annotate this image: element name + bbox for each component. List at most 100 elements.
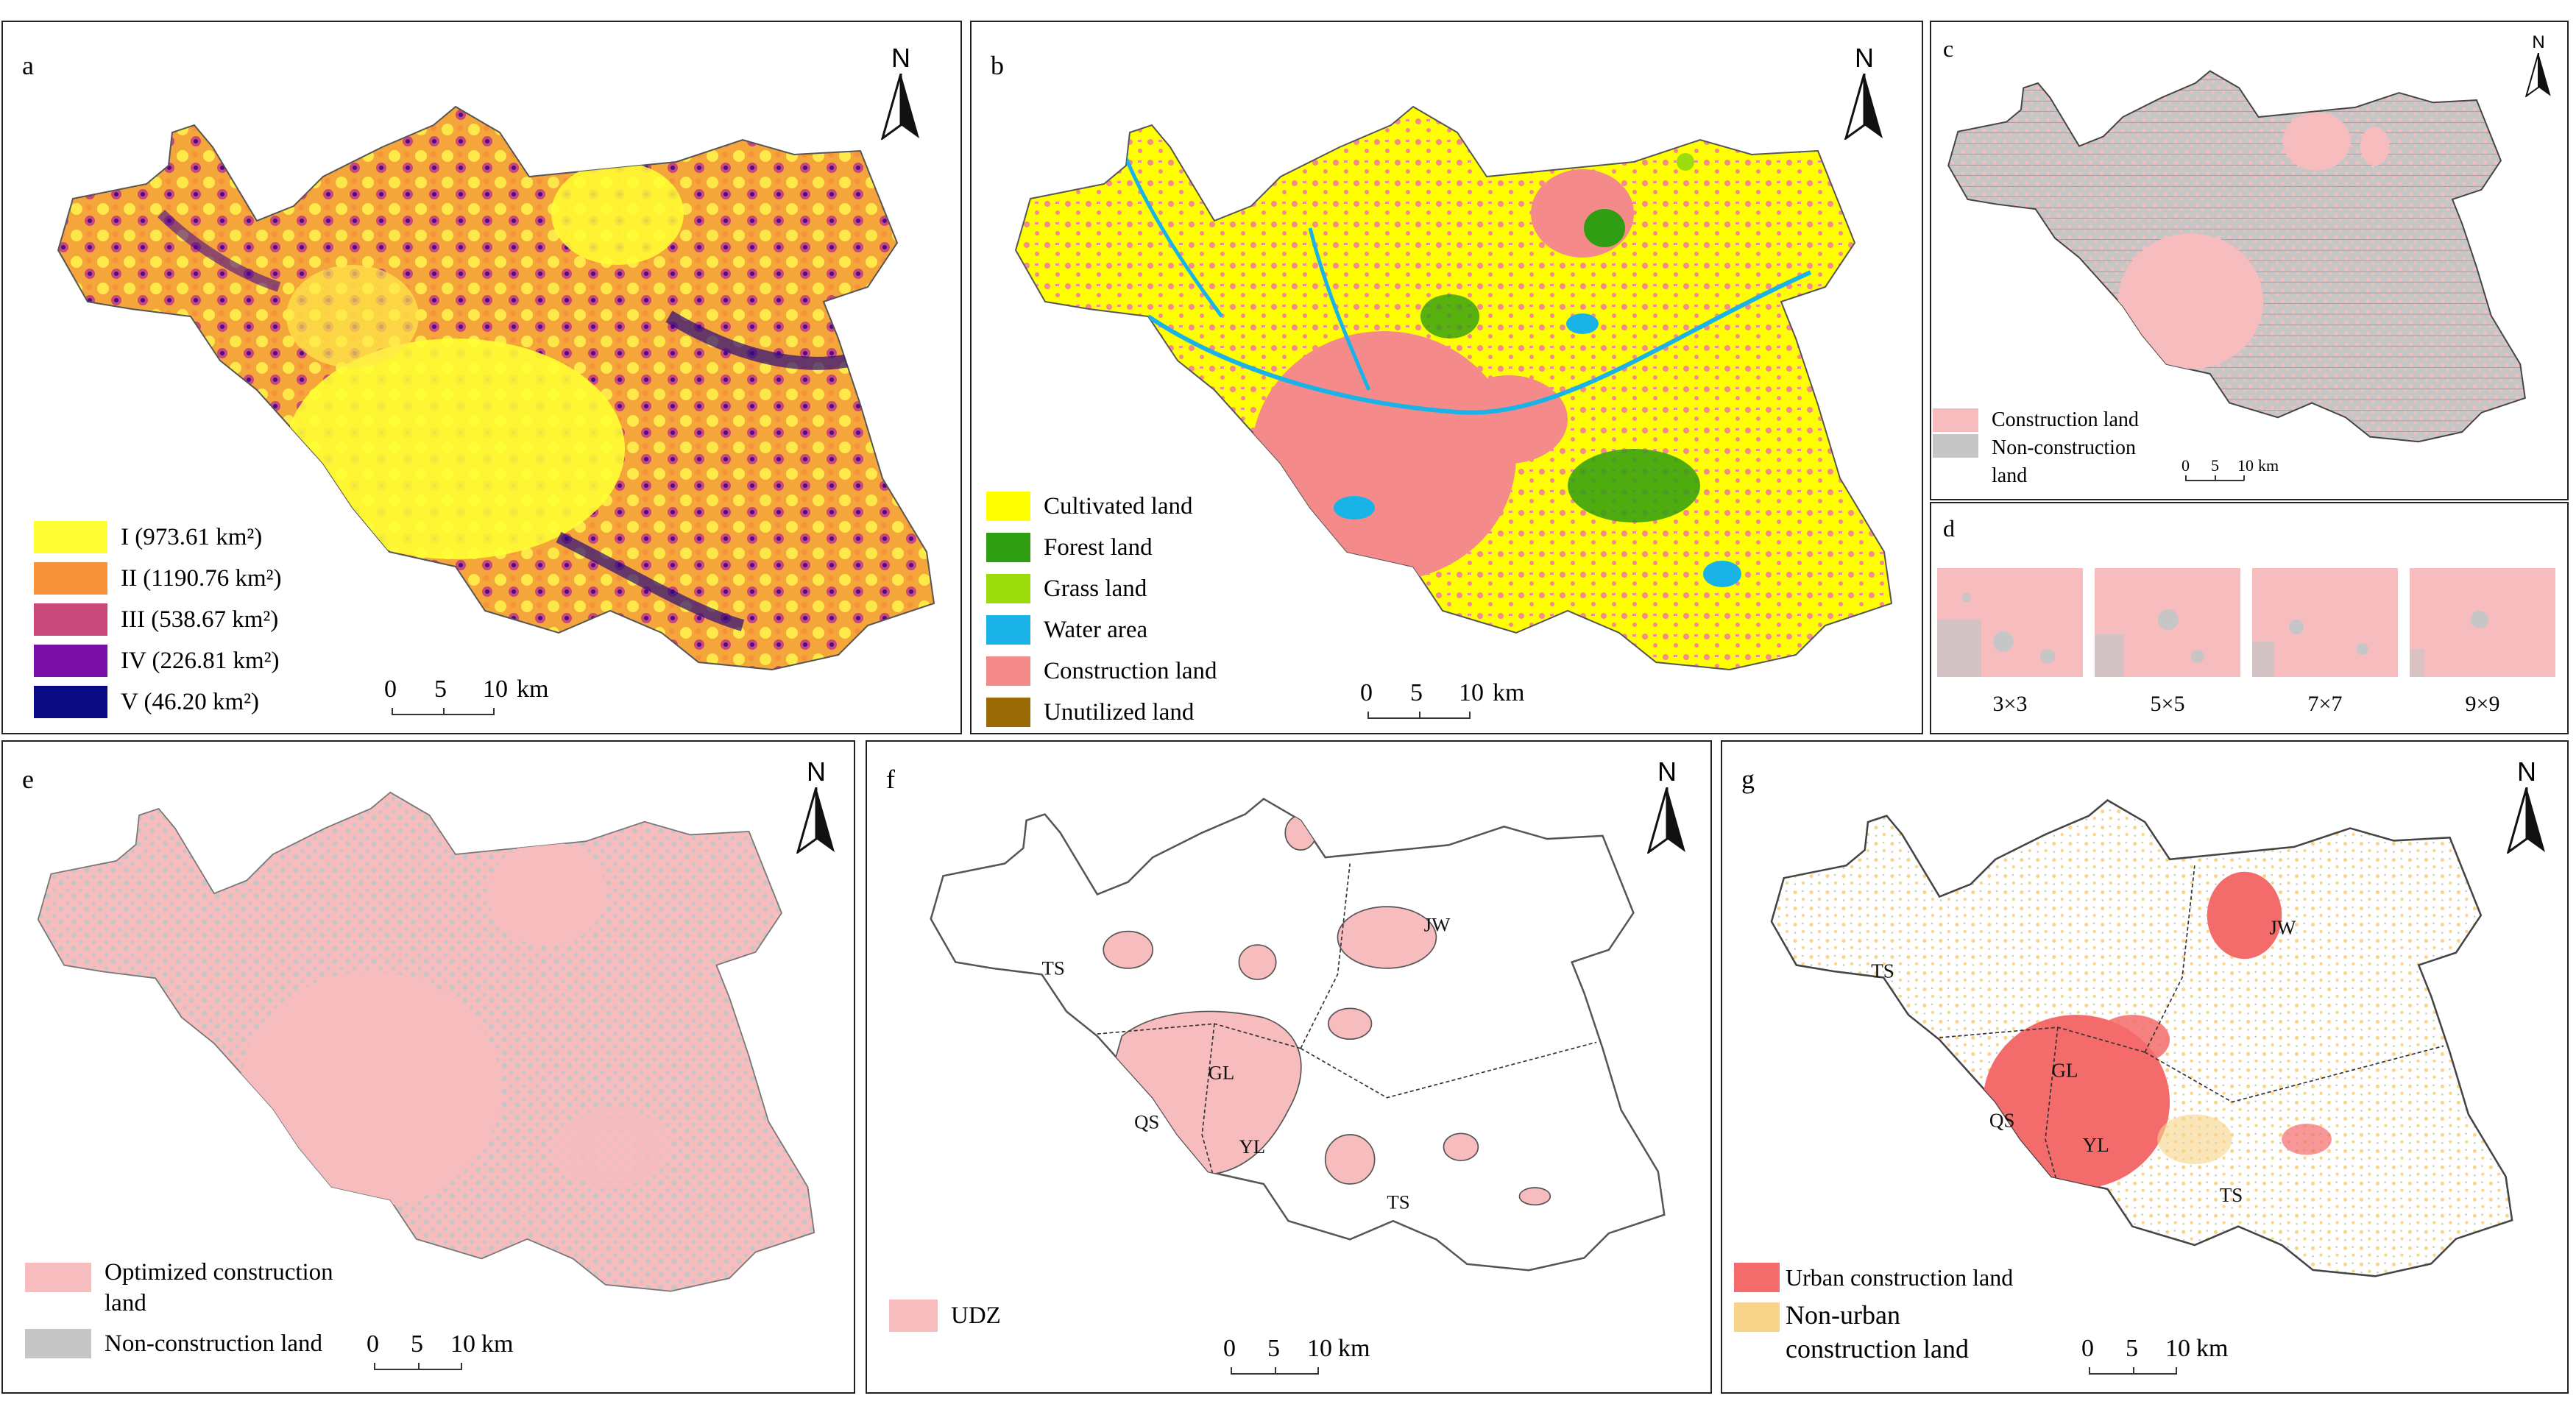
scale-tick-5: 5 — [434, 676, 447, 703]
north-label: N — [1657, 756, 1677, 787]
legend-item: I (973.61 km²) — [34, 517, 282, 558]
scale-unit: km — [481, 1330, 514, 1358]
legend-label: Non-urban construction land — [1786, 1300, 1969, 1364]
scale-tick-mark — [374, 1363, 375, 1370]
legend-item: Grass land — [986, 568, 1217, 609]
legend-label: I (973.61 km²) — [121, 523, 263, 550]
scale-tick-10: 10 — [450, 1330, 475, 1358]
legend-item: Cultivated land — [986, 486, 1217, 527]
scale-tick-5: 5 — [2211, 456, 2219, 475]
window-label: 9×9 — [2465, 692, 2500, 716]
window-label: 3×3 — [1992, 692, 2028, 716]
panel-f: f N TS JW GL QS — [866, 740, 1712, 1394]
scale-tick-5: 5 — [2126, 1335, 2138, 1362]
district-label: TS — [1387, 1191, 1409, 1213]
scale-bar: 0 5 10 km — [1360, 679, 1524, 733]
legend-label: V (46.20 km²) — [121, 688, 260, 715]
legend-label: Non-construction land — [105, 1330, 323, 1357]
udz-map: TS JW GL QS YL TS — [919, 764, 1677, 1308]
north-arrow: N — [875, 43, 927, 140]
district-label: QS — [1989, 1109, 2015, 1131]
legend-item: Unutilized land — [986, 692, 1217, 733]
district-label: TS — [1041, 957, 1064, 979]
panel-label: c — [1943, 35, 1954, 62]
scale-tick-10: 10 — [2165, 1335, 2190, 1362]
legend-swatch — [1933, 434, 1978, 458]
scale-tick-5: 5 — [411, 1330, 423, 1358]
legend-swatch — [1734, 1302, 1780, 1332]
legend-item: III (538.67 km²) — [34, 599, 282, 640]
north-label: N — [2517, 756, 2536, 787]
scale-tick-0: 0 — [1360, 679, 1373, 706]
scale-tick-5: 5 — [1410, 679, 1423, 706]
north-arrow-icon — [1844, 74, 1883, 140]
scale-tick-0: 0 — [1223, 1335, 1236, 1362]
window-label: 5×5 — [2150, 692, 2185, 716]
window-sample-3x3 — [1937, 568, 2083, 677]
scale-tick-0: 0 — [367, 1330, 379, 1358]
panel-label: b — [991, 51, 1004, 80]
legend-swatch — [34, 562, 107, 595]
legend-swatch — [34, 645, 107, 677]
scale-tick-mark — [1231, 1367, 1232, 1375]
legend-swatch — [1933, 408, 1978, 432]
panel-e: e N Optimized construction land Non-cons… — [1, 740, 855, 1394]
scale-tick-mark — [2243, 475, 2245, 481]
panel-label: g — [1741, 765, 1755, 794]
panel-label: e — [22, 765, 34, 794]
scale-tick-0: 0 — [384, 676, 397, 703]
north-arrow-icon — [880, 74, 919, 140]
legend-label: Unutilized land — [1044, 698, 1195, 726]
scale-tick-mark — [2185, 475, 2187, 481]
legend-label: Construction land — [1992, 408, 2139, 431]
scale-bar: 0 5 10 km — [1223, 1335, 1370, 1392]
district-label: TS — [1871, 960, 1894, 982]
scale-line — [2185, 480, 2244, 481]
scale-unit: km — [2258, 456, 2279, 475]
panel-label: f — [886, 765, 895, 794]
scale-tick-10: 10 — [1459, 679, 1484, 706]
north-arrow: N — [2520, 32, 2557, 128]
suitability-map — [43, 96, 949, 684]
scale-tick-mark — [2133, 1367, 2134, 1375]
north-arrow-icon — [2524, 53, 2551, 97]
legend-item: Forest land — [986, 527, 1217, 568]
land-use-map — [1001, 96, 1906, 684]
legend-label: Water area — [1044, 616, 1148, 643]
legend-swatch — [889, 1300, 938, 1332]
scale-tick-mark — [1419, 712, 1420, 719]
district-label: YL — [2083, 1134, 2109, 1156]
legend-swatch — [986, 492, 1030, 521]
panel-label: d — [1943, 515, 1955, 542]
scale-tick-0: 0 — [2081, 1335, 2094, 1362]
legend-item: Non-urban construction land — [1734, 1298, 2013, 1372]
legend-label: Grass land — [1044, 575, 1147, 602]
legend-swatch — [34, 521, 107, 553]
north-arrow: N — [1641, 756, 1693, 854]
scale-tick-5: 5 — [1267, 1335, 1280, 1362]
scale-tick-0: 0 — [2182, 456, 2190, 475]
legend-f: UDZ — [889, 1295, 1001, 1336]
district-label: JW — [1424, 914, 1451, 936]
panel-label: a — [22, 51, 34, 80]
legend-item: Non-construction land — [1933, 434, 2161, 487]
legend-c: Construction land Non-construction land — [1933, 406, 2161, 487]
legend-a: I (973.61 km²) II (1190.76 km²) III (538… — [34, 517, 282, 723]
scale-tick-mark — [443, 708, 445, 715]
legend-label: Construction land — [1044, 657, 1217, 684]
scale-unit: km — [2196, 1335, 2229, 1362]
legend-item: Urban construction land — [1734, 1257, 2013, 1298]
panel-a: a N I (973.61 km²) II (1190.76 km²) III … — [1, 21, 962, 734]
scale-tick-10: 10 — [1307, 1335, 1332, 1362]
optimized-map — [25, 756, 827, 1330]
scale-tick-mark — [418, 1363, 420, 1370]
scale-unit: km — [1338, 1335, 1370, 1362]
district-label: GL — [1209, 1062, 1235, 1084]
legend-swatch — [1734, 1263, 1780, 1292]
legend-item: IV (226.81 km²) — [34, 640, 282, 681]
scale-bar: 0 5 10 km — [2182, 456, 2329, 499]
scale-tick-mark — [493, 708, 495, 715]
window-sample-9x9 — [2410, 568, 2555, 677]
scale-tick-mark — [2215, 475, 2216, 481]
legend-e: Optimized construction land Non-construc… — [25, 1257, 347, 1364]
